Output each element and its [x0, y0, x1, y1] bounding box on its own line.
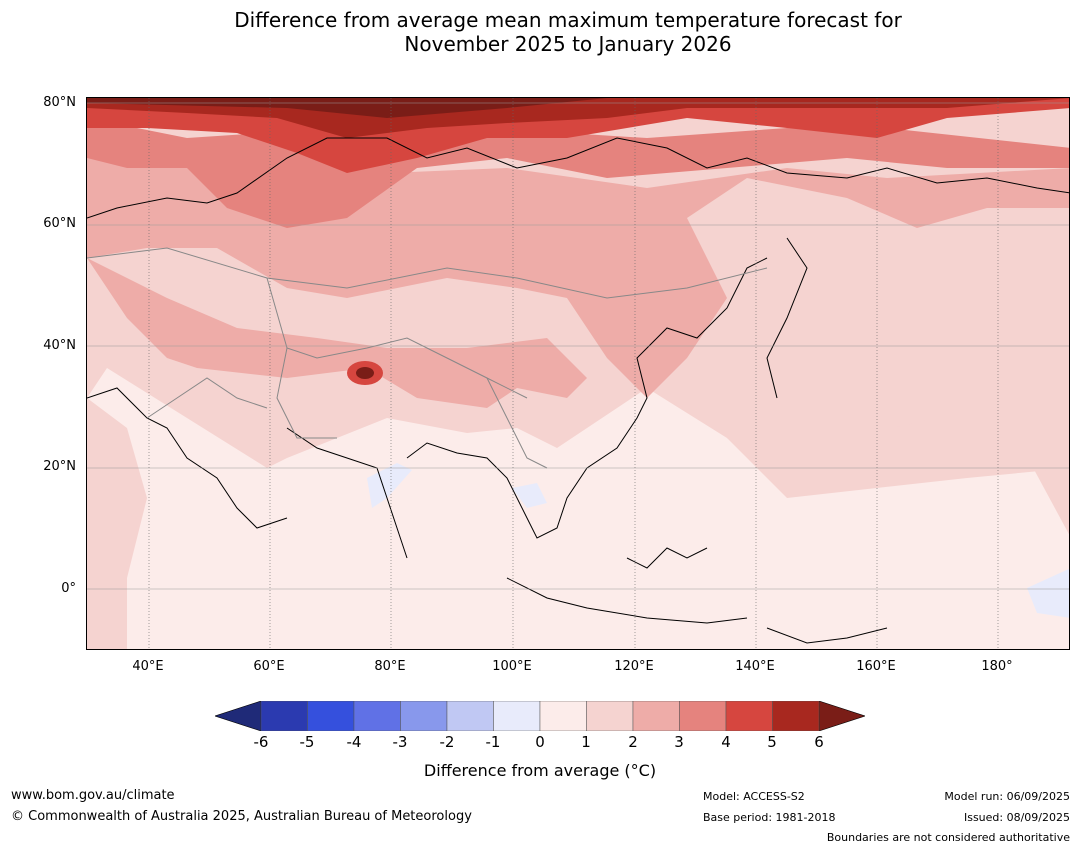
- lon-label-60e: 60°E: [253, 659, 285, 674]
- colorbar-swatch: [493, 701, 541, 731]
- anomaly-1-2-region-east: [727, 418, 1069, 498]
- colorbar-over-arrow: [818, 701, 865, 731]
- country-borders: [87, 247, 768, 469]
- lat-label-80n: 80°N: [43, 95, 76, 110]
- anomaly-cool-pacific: [1027, 568, 1069, 618]
- colorbar-under-arrow: [215, 701, 262, 731]
- colorbar-swatch: [400, 701, 448, 731]
- lon-label-140e: 140°E: [735, 659, 775, 674]
- colorbar-swatch: [446, 701, 494, 731]
- colorbar-tick: 5: [767, 733, 777, 751]
- colorbar-tick: -3: [392, 733, 408, 751]
- colorbar-swatch: [260, 701, 308, 731]
- lon-label-120e: 120°E: [614, 659, 654, 674]
- colorbar-swatch: [772, 701, 820, 731]
- colorbar-swatch: [632, 701, 680, 731]
- lat-label-20n: 20°N: [43, 459, 76, 474]
- colorbar-tick: 0: [535, 733, 545, 751]
- colorbar-swatch: [725, 701, 773, 731]
- lon-label-80e: 80°E: [374, 659, 406, 674]
- title-line-1: Difference from average mean maximum tem…: [234, 8, 902, 32]
- colorbar-swatch: [307, 701, 355, 731]
- anomaly-1-2-region-west: [87, 398, 147, 649]
- disclaimer-text: Boundaries are not considered authoritat…: [826, 831, 1070, 844]
- forecast-map: [86, 97, 1070, 650]
- copyright-text: © Commonwealth of Australia 2025, Austra…: [11, 809, 472, 824]
- lat-label-40n: 40°N: [43, 338, 76, 353]
- colorbar-tick: 6: [814, 733, 824, 751]
- anomaly-2-3-region-south: [87, 258, 587, 408]
- model-run-text: Model run: 06/09/2025: [944, 790, 1070, 803]
- colorbar-tick: -5: [299, 733, 315, 751]
- colorbar-swatch: [586, 701, 634, 731]
- colorbar-tick: 4: [721, 733, 731, 751]
- colorbar-tick: 1: [581, 733, 591, 751]
- colorbar-tick: -6: [253, 733, 269, 751]
- anomaly-cool-indochina: [512, 483, 547, 508]
- colorbar-swatch: [353, 701, 401, 731]
- title-line-2: November 2025 to January 2026: [404, 32, 732, 56]
- anomaly-hotspot-core: [356, 367, 374, 379]
- lat-label-60n: 60°N: [43, 216, 76, 231]
- lon-label-40e: 40°E: [132, 659, 164, 674]
- lon-label-160e: 160°E: [856, 659, 896, 674]
- gridlines: [87, 102, 1069, 590]
- model-text: Model: ACCESS-S2: [703, 790, 805, 803]
- website-link[interactable]: www.bom.gov.au/climate: [11, 788, 175, 803]
- colorbar-label: Difference from average (°C): [423, 761, 657, 780]
- colorbar-tick: -2: [439, 733, 455, 751]
- colorbar-swatch: [679, 701, 727, 731]
- lon-label-180: 180°: [981, 659, 1013, 674]
- anomaly-cool-india: [367, 463, 412, 508]
- colorbar-swatch: [539, 701, 587, 731]
- colorbar: [215, 701, 865, 731]
- coastlines: [87, 137, 1069, 644]
- colorbar-tick: -4: [346, 733, 362, 751]
- lon-label-100e: 100°E: [492, 659, 532, 674]
- issued-text: Issued: 08/09/2025: [963, 811, 1070, 824]
- meridians: [148, 98, 999, 649]
- map-title: Difference from average mean maximum tem…: [0, 8, 1081, 56]
- lat-label-0: 0°: [61, 581, 76, 596]
- colorbar-tick: 3: [674, 733, 684, 751]
- map-canvas: [87, 98, 1069, 649]
- base-period-text: Base period: 1981-2018: [703, 811, 836, 824]
- colorbar-tick: -1: [485, 733, 501, 751]
- colorbar-tick: 2: [628, 733, 638, 751]
